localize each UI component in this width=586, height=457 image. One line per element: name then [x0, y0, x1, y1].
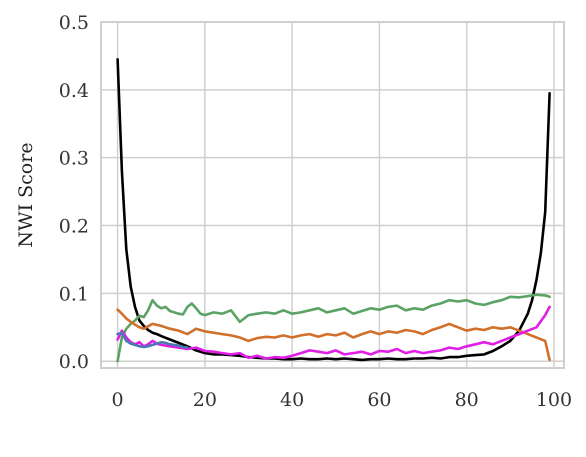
x-tick-label: 60	[367, 389, 391, 411]
x-tick-labels: 0 20 40 60 80 100	[112, 389, 573, 411]
series-line-2	[116, 293, 551, 363]
series-line-5	[116, 331, 189, 349]
series-line-1	[116, 57, 551, 362]
y-tick-label: 0.0	[59, 351, 89, 373]
x-tick-label: 0	[112, 389, 124, 411]
plot-frame	[100, 21, 565, 369]
y-tick-label: 0.1	[59, 283, 89, 305]
y-tick-label: 0.4	[59, 80, 89, 102]
series-line-3	[116, 308, 551, 362]
x-tick-label: 20	[193, 389, 217, 411]
x-tick-label: 40	[280, 389, 304, 411]
y-tick-label: 0.3	[59, 148, 89, 170]
series-lines	[116, 57, 551, 363]
y-tick-label: 0.5	[59, 12, 89, 34]
y-tick-label: 0.2	[59, 216, 89, 238]
x-tick-label: 80	[455, 389, 479, 411]
y-axis-label: NWI Score	[15, 142, 37, 247]
grid	[101, 21, 564, 368]
y-tick-labels: 0.0 0.1 0.2 0.3 0.4 0.5	[59, 12, 89, 373]
x-tick-label: 100	[536, 389, 572, 411]
